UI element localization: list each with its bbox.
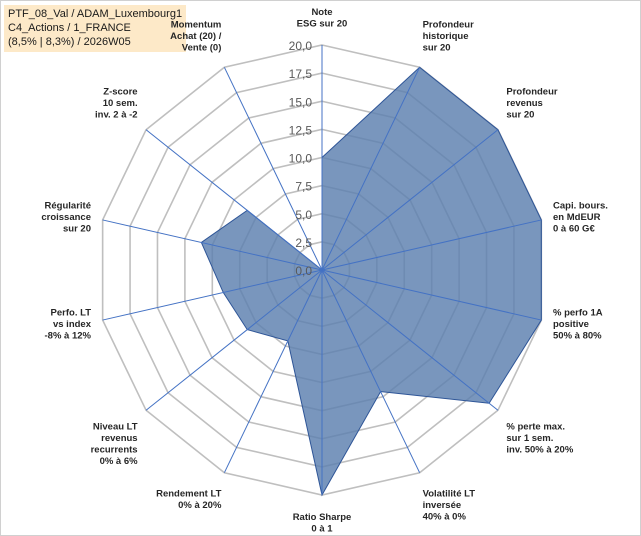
axis-line <box>321 219 542 271</box>
axis-label: Profondeur historique sur 20 <box>423 20 474 54</box>
axis-label: Note ESG sur 20 <box>297 7 348 30</box>
axis-label: Perfo. LT vs index -8% à 12% <box>45 308 92 342</box>
tick-label: 15,0 <box>289 95 313 109</box>
axis-line <box>145 269 323 411</box>
axis-line <box>321 269 542 321</box>
tick-label: 10,0 <box>289 152 313 166</box>
tick-label: 2,5 <box>295 236 312 250</box>
axis-line <box>223 269 323 473</box>
portfolio-info-box: PTF_08_Val / ADAM_Luxembourg1 C4_Actions… <box>4 5 187 52</box>
axis-label: Régularité croissance sur 20 <box>41 200 91 234</box>
portfolio-category: C4_Actions / 1_FRANCE <box>8 22 131 34</box>
axis-line <box>145 129 323 271</box>
axis-label: % perfo 1A positive 50% à 80% <box>553 308 603 342</box>
axis-label: Momentum Achat (20) / Vente (0) <box>170 20 222 54</box>
axis-line <box>102 269 323 321</box>
axis-label: Capi. bours. en MdEUR 0 à 60 G€ <box>553 200 608 234</box>
tick-label: 0,0 <box>295 264 312 278</box>
tick-label: 7,5 <box>295 180 312 194</box>
axis-label: Rendement LT 0% à 20% <box>156 488 222 511</box>
axis-label: Niveau LT revenus recurrents 0% à 6% <box>91 422 139 468</box>
axis-line <box>321 269 421 473</box>
portfolio-name: PTF_08_Val / ADAM_Luxembourg1 <box>8 8 183 20</box>
axis-line <box>321 129 499 271</box>
axis-label: Z-score 10 sem. inv. 2 à -2 <box>95 86 138 120</box>
axis-label: Volatilité LT inversée 40% à 0% <box>423 488 476 522</box>
tick-label: 17,5 <box>289 67 313 81</box>
axis-line <box>321 269 499 411</box>
tick-label: 12,5 <box>289 123 313 137</box>
axis-line <box>102 219 323 271</box>
axis-label: Profondeur revenus sur 20 <box>506 86 557 120</box>
tick-label: 5,0 <box>295 208 312 222</box>
axis-line <box>223 67 323 271</box>
axis-label: Ratio Sharpe 0 à 1 <box>293 512 352 535</box>
axis-label: % perte max. sur 1 sem. inv. 50% à 20% <box>506 422 573 456</box>
axis-line <box>321 67 421 271</box>
tick-label: 20,0 <box>289 39 313 53</box>
portfolio-period: (8,5% | 8,3%) / 2026W05 <box>8 36 131 48</box>
